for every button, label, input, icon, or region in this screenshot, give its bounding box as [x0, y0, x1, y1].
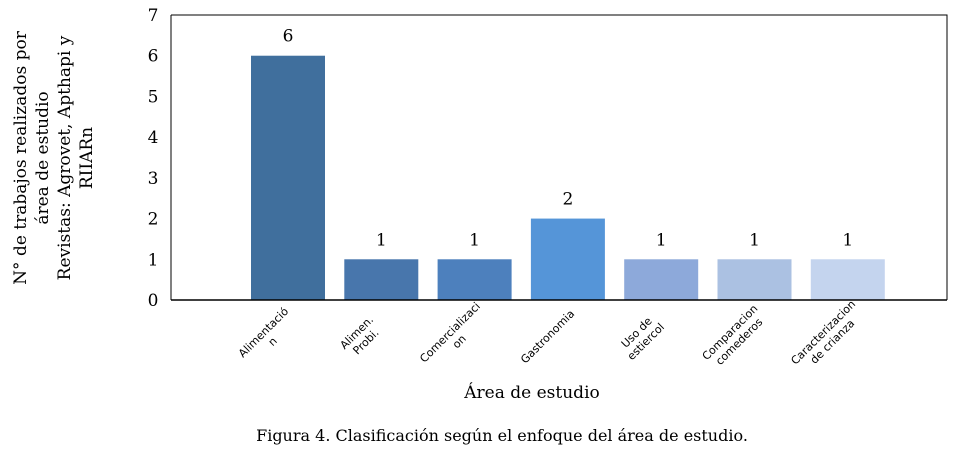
- y-axis-label-line: Revistas: Agrovet, Apthapi y: [55, 35, 75, 280]
- data-label: 6: [283, 27, 294, 47]
- bar: [251, 55, 325, 300]
- data-label: 1: [749, 230, 760, 250]
- y-tick-label: 7: [148, 6, 159, 26]
- bar: [717, 259, 792, 300]
- y-axis-label-line: N° de trabajos realizados por: [11, 30, 31, 285]
- data-label: 1: [656, 230, 667, 250]
- x-tick-label-line: Gastronomia: [518, 307, 577, 366]
- bar: [344, 259, 419, 300]
- x-axis-label: Área de estudio: [463, 382, 599, 403]
- figure-caption: Figura 4. Clasificación según el enfoque…: [256, 426, 748, 445]
- y-axis-label-line: RIIARn: [77, 127, 97, 189]
- bar: [530, 218, 605, 300]
- x-tick-label: Gastronomia: [518, 307, 577, 366]
- data-label: 1: [376, 230, 387, 250]
- data-label: 2: [562, 190, 573, 210]
- y-tick-label: 1: [148, 250, 159, 270]
- x-tick-label-line: n: [266, 335, 280, 349]
- x-tick-label: Comparacioncomederos: [700, 302, 770, 372]
- y-tick-label: 5: [148, 87, 159, 107]
- data-label: 1: [469, 230, 480, 250]
- y-tick-label: 4: [148, 128, 159, 148]
- y-tick-label: 2: [148, 210, 159, 230]
- x-tick-label: Caracterizacionde crianza: [788, 298, 867, 377]
- x-tick-label: Alimentación: [236, 305, 301, 370]
- y-axis-label-line: área de estudio: [33, 91, 53, 224]
- plot-border: [171, 14, 948, 300]
- bar: [437, 259, 512, 300]
- bar: [810, 259, 885, 300]
- y-tick-label: 3: [148, 169, 159, 189]
- x-tick-label-line: Comercializaci: [417, 300, 483, 366]
- y-axis-label: N° de trabajos realizados por área de est…: [11, 30, 97, 285]
- y-tick-label: 0: [148, 291, 159, 311]
- x-tick-label: Uso deestiercol: [616, 311, 667, 362]
- x-tick-label: Comercializacion: [417, 300, 492, 375]
- x-tick-label: Alimen.Probi.: [338, 313, 386, 361]
- data-label: 1: [842, 230, 853, 250]
- bar: [624, 259, 699, 300]
- y-tick-label: 6: [148, 47, 159, 67]
- x-tick-label-line: Alimentació: [236, 305, 291, 360]
